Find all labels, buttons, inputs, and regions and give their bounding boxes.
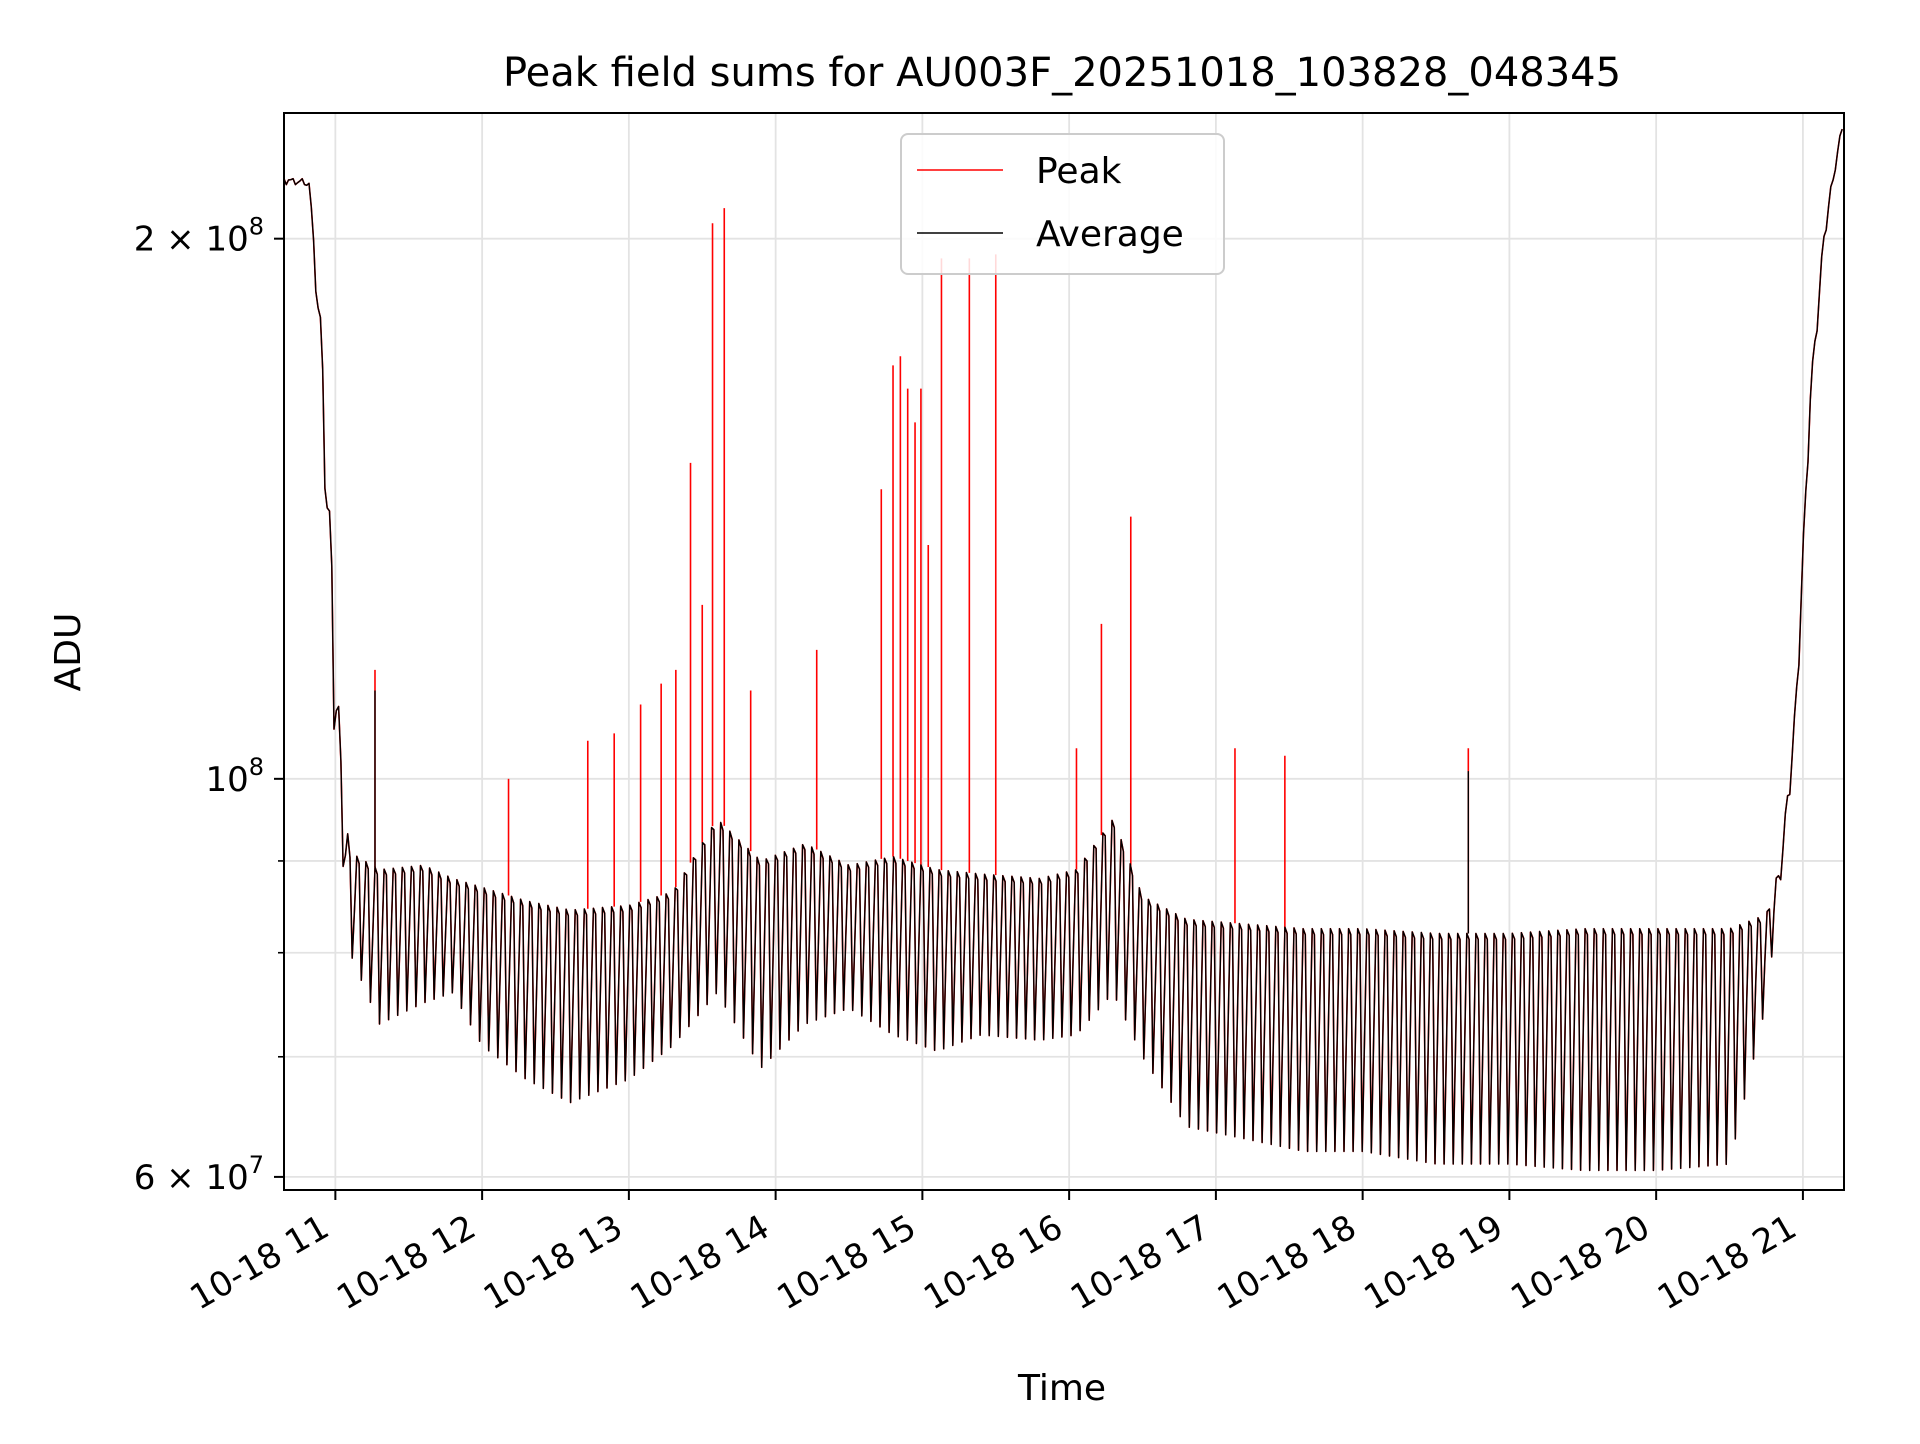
legend: Peak Average xyxy=(900,133,1225,275)
y-tick-label: 2 × 108 xyxy=(134,213,264,260)
y-axis: 6 × 107 108 2 × 108 xyxy=(134,213,284,1198)
y-tick-label: 108 xyxy=(205,753,264,800)
plot-series xyxy=(284,128,1843,1172)
y-tick-label: 6 × 107 xyxy=(134,1151,264,1198)
x-axis-label: Time xyxy=(1017,1368,1106,1409)
chart-title: Peak field sums for AU003F_20251018_1038… xyxy=(503,50,1621,96)
y-axis-label: ADU xyxy=(48,613,89,692)
plot-frame xyxy=(283,112,1845,1191)
series-line-average xyxy=(284,128,1843,1172)
legend-label-average: Average xyxy=(1036,214,1184,255)
legend-box xyxy=(900,133,1225,275)
legend-label-peak: Peak xyxy=(1036,151,1122,192)
